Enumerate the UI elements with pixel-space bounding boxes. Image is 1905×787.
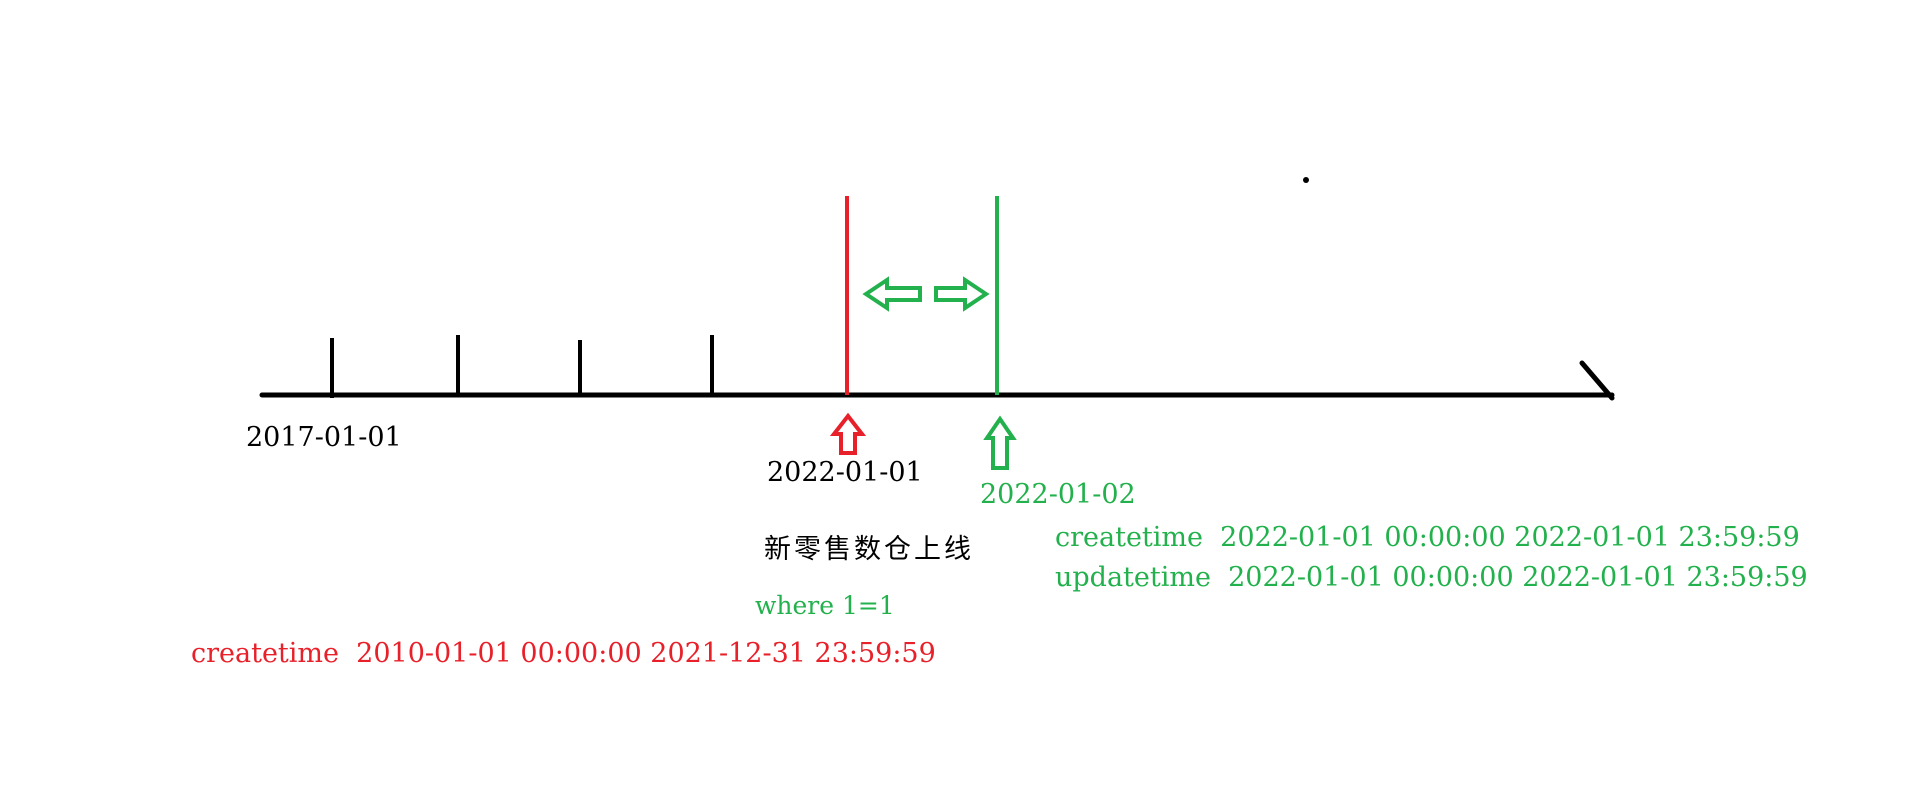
red-query-range: createtime 2010-01-01 00:00:00 2021-12-3… <box>191 638 936 669</box>
start-date-label: 2017-01-01 <box>246 422 402 453</box>
stray-dot <box>1303 177 1309 183</box>
red-date-label: 2022-01-01 <box>767 457 923 488</box>
launch-note-label: 新零售数仓上线 <box>764 534 974 565</box>
green-right-arrow-icon <box>934 276 990 312</box>
green-createtime-range: createtime 2022-01-01 00:00:00 2022-01-0… <box>1055 522 1800 553</box>
timeline-axis-end-mark <box>1579 360 1615 401</box>
where-clause-label: where 1=1 <box>755 591 895 620</box>
green-up-arrow-icon <box>983 415 1017 470</box>
red-up-arrow-icon <box>829 412 867 455</box>
green-date-label: 2022-01-02 <box>980 479 1136 510</box>
green-left-arrow-icon <box>862 276 922 312</box>
green-updatetime-range: updatetime 2022-01-01 00:00:00 2022-01-0… <box>1055 562 1808 593</box>
